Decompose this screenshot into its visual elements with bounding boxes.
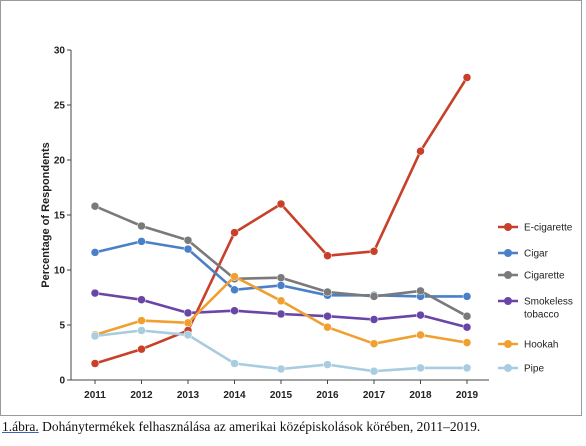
- data-point: [183, 244, 193, 254]
- legend-label: Hookah: [524, 340, 558, 351]
- data-point: [416, 286, 425, 296]
- data-point: [276, 273, 286, 282]
- figure-caption: 1.ábra. Dohánytermékek felhasználása az …: [2, 419, 586, 435]
- data-point: [230, 272, 239, 281]
- data-point: [137, 237, 146, 246]
- data-point: [183, 330, 193, 340]
- y-axis-label: Percentage of Respondents: [40, 142, 52, 287]
- legend-label: E-cigarette: [524, 223, 573, 234]
- data-point: [137, 221, 146, 231]
- data-point: [276, 364, 286, 374]
- data-point: [137, 316, 146, 325]
- x-tick-label: 2012: [130, 390, 153, 401]
- data-point: [90, 201, 100, 211]
- legend-swatch-marker: [504, 364, 512, 372]
- data-point: [369, 366, 379, 376]
- y-tick-label: 0: [59, 376, 65, 387]
- legend-swatch-marker: [504, 223, 512, 231]
- y-tick-label: 25: [54, 101, 66, 112]
- legend-label: Pipe: [524, 364, 544, 375]
- y-tick-label: 5: [59, 321, 65, 332]
- data-point: [137, 295, 146, 304]
- y-tick-label: 10: [54, 266, 66, 277]
- data-point: [276, 296, 286, 306]
- data-point: [462, 311, 472, 321]
- data-point: [416, 146, 425, 156]
- legend-label: Smokeless: [524, 297, 573, 308]
- legend-label: tobacco: [524, 310, 559, 321]
- data-point: [416, 363, 425, 373]
- data-point: [462, 322, 472, 332]
- caption-text: Dohánytermékek felhasználása az amerikai…: [38, 419, 481, 434]
- y-tick-label: 20: [54, 156, 66, 167]
- x-tick-label: 2016: [316, 390, 339, 401]
- data-point: [183, 308, 193, 318]
- data-point: [90, 331, 100, 341]
- legend-label: Cigar: [524, 249, 549, 260]
- x-tick-label: 2013: [177, 390, 200, 401]
- data-point: [416, 310, 425, 320]
- caption-prefix: 1.ábra.: [2, 419, 39, 434]
- data-point: [462, 363, 472, 373]
- legend-swatch-marker: [504, 297, 512, 305]
- x-tick-label: 2019: [456, 390, 479, 401]
- x-tick-label: 2014: [223, 390, 246, 401]
- chart-frame: 0 5 10 15 20 25 30 2011 2012 2013 2014 2015 2016 2017…: [0, 0, 582, 416]
- data-point: [323, 311, 332, 321]
- data-point: [230, 228, 239, 237]
- data-point: [230, 306, 239, 315]
- y-tick-label: 15: [54, 211, 66, 222]
- data-point: [183, 236, 193, 245]
- data-point: [276, 199, 286, 209]
- legend-swatch-marker: [504, 271, 512, 279]
- data-point: [137, 344, 146, 354]
- data-point: [230, 285, 239, 295]
- data-point: [369, 339, 379, 348]
- data-point: [323, 287, 332, 297]
- data-point: [323, 360, 332, 369]
- x-tick-label: 2017: [363, 390, 386, 401]
- data-point: [369, 247, 379, 256]
- data-point: [416, 330, 425, 340]
- data-point: [276, 281, 286, 290]
- legend-label: Cigarette: [524, 271, 565, 282]
- x-tick-label: 2015: [270, 390, 293, 401]
- data-point: [183, 318, 193, 328]
- data-point: [90, 248, 100, 257]
- data-point: [90, 288, 100, 298]
- data-point: [137, 326, 146, 335]
- data-point: [369, 315, 379, 324]
- data-point: [462, 73, 472, 82]
- legend-swatch-marker: [504, 249, 512, 257]
- data-point: [462, 338, 472, 347]
- data-point: [462, 292, 472, 301]
- line-chart: 0 5 10 15 20 25 30 2011 2012 2013 2014 2015 2016 2017…: [40, 46, 573, 402]
- data-point: [369, 292, 379, 301]
- legend-swatch-marker: [504, 340, 512, 348]
- data-point: [90, 359, 100, 368]
- x-tick-label: 2018: [409, 390, 432, 401]
- data-point: [323, 322, 332, 332]
- x-tick-label: 2011: [84, 390, 106, 401]
- y-tick-label: 30: [54, 46, 66, 57]
- data-point: [230, 359, 239, 368]
- data-point: [323, 251, 332, 260]
- data-point: [276, 309, 286, 319]
